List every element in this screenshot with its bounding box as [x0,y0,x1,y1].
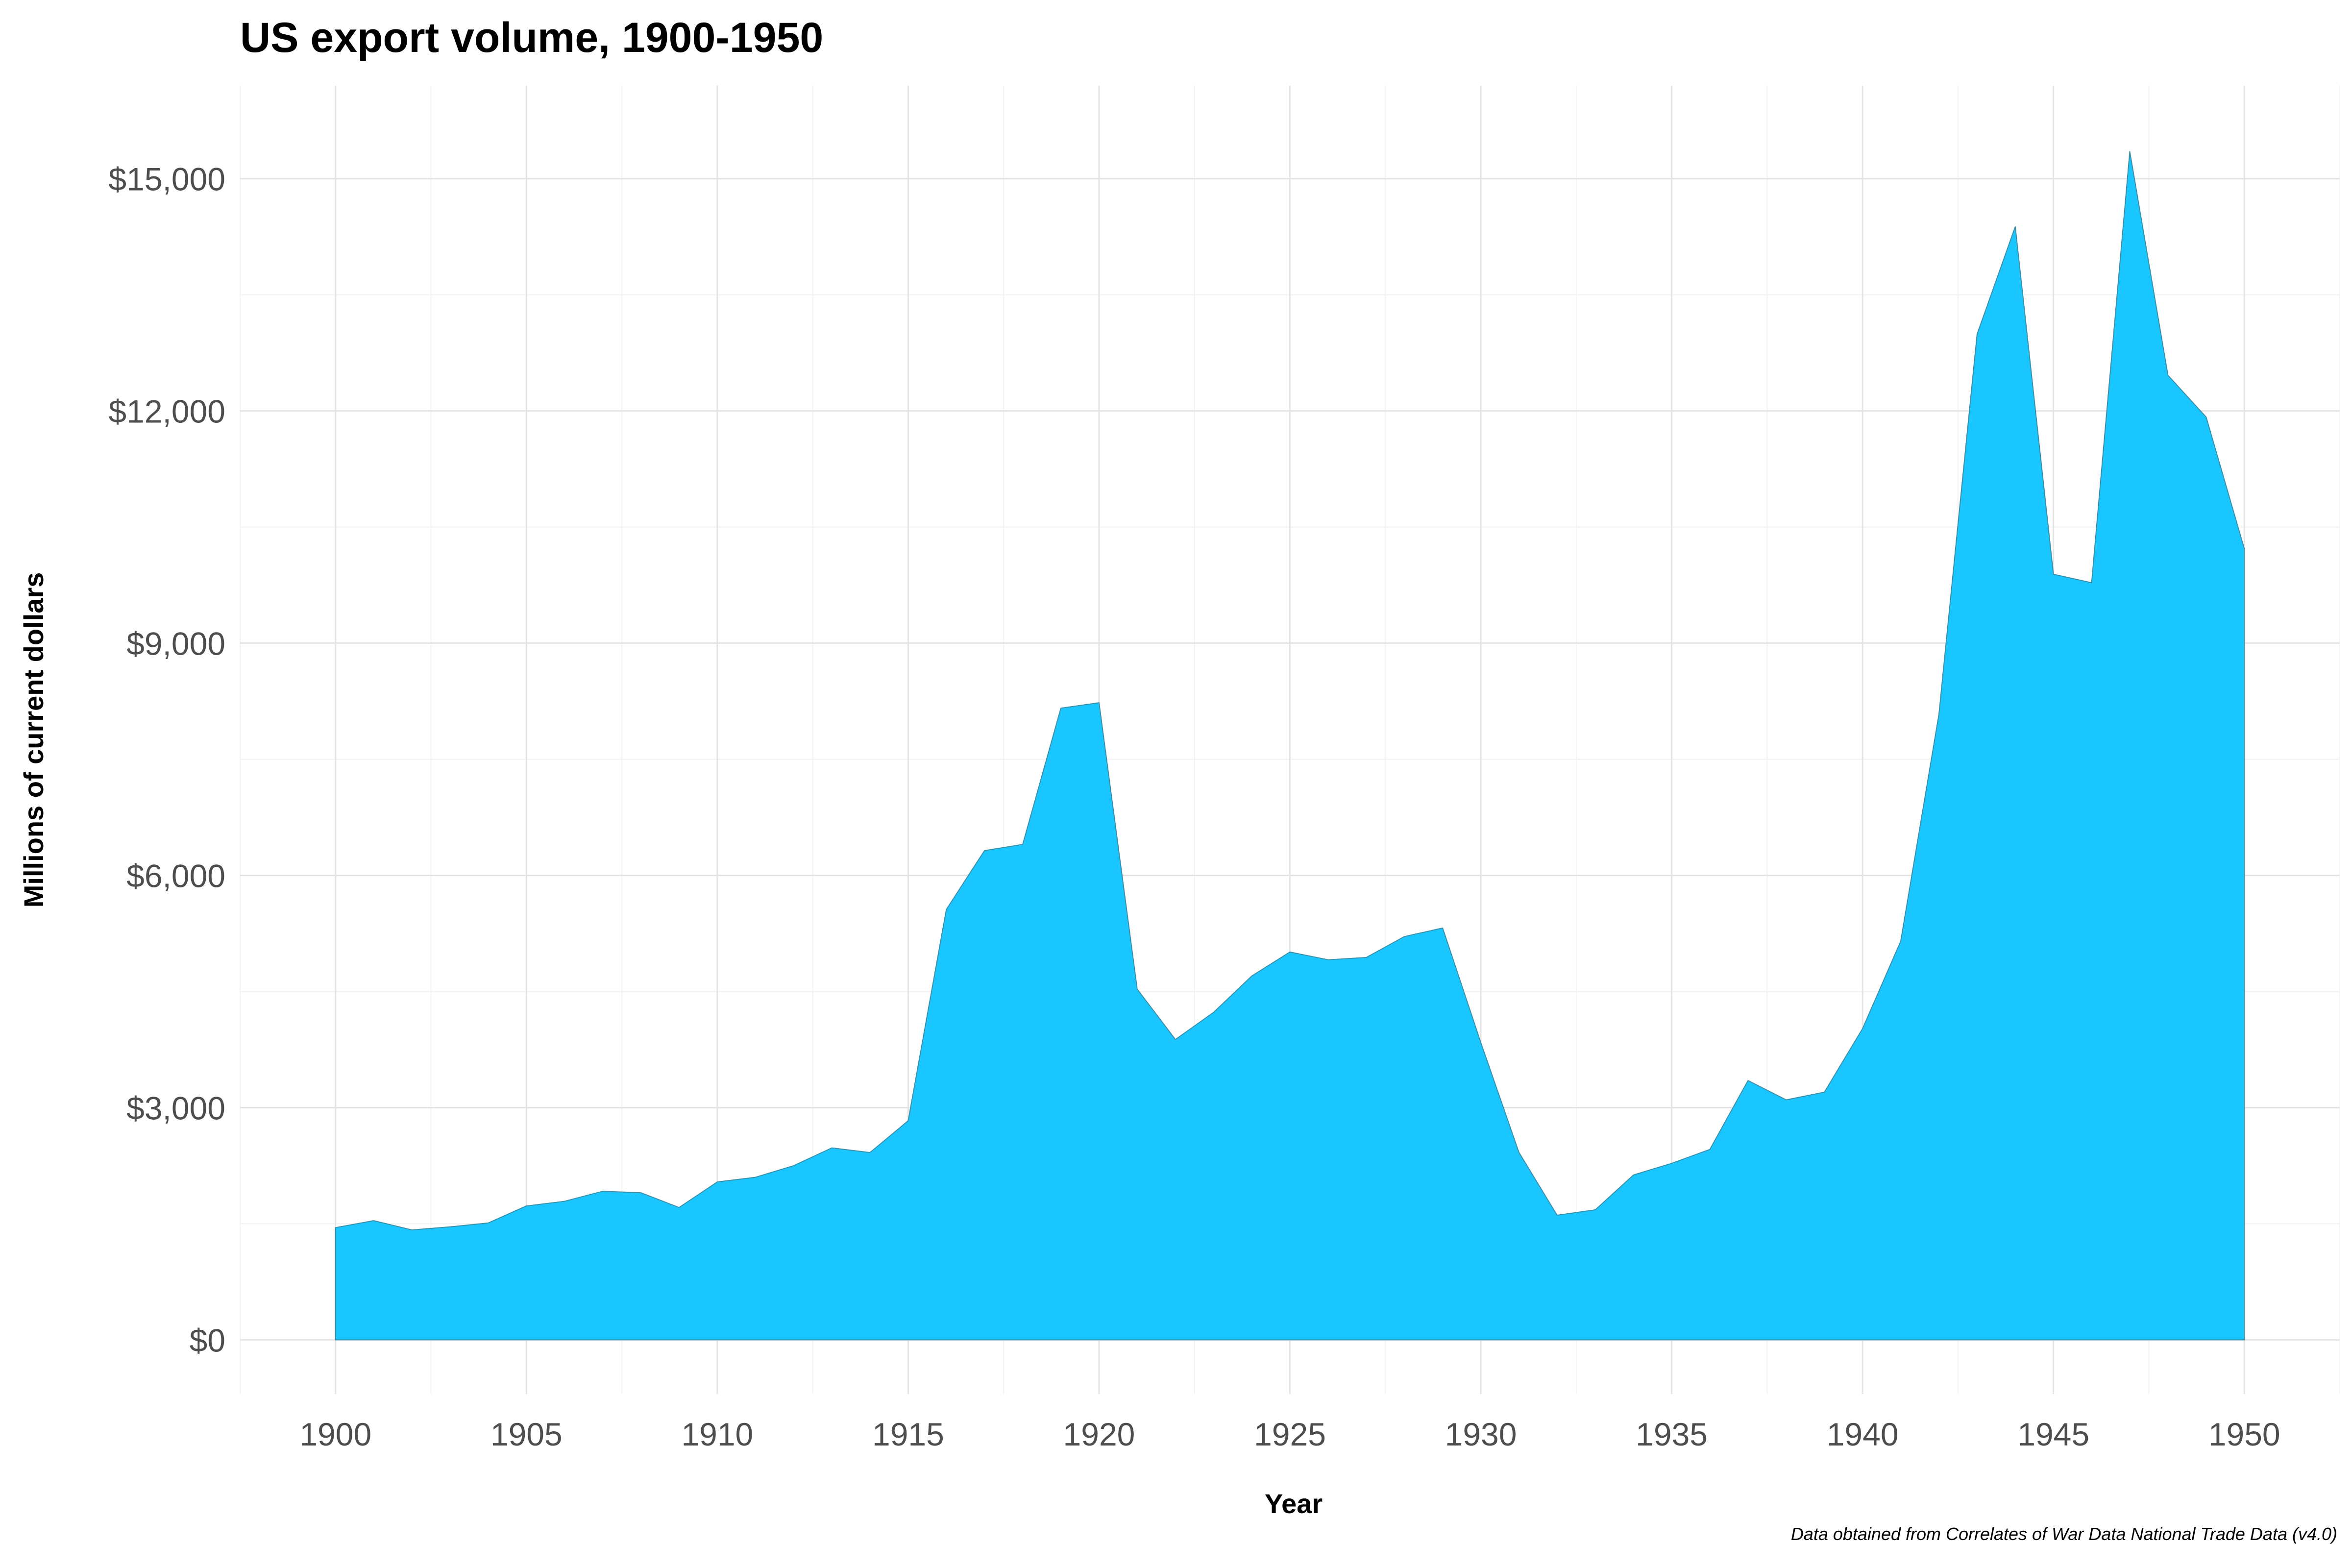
x-tick-label: 1945 [2017,1416,2089,1452]
x-axis-label: Year [1265,1488,1323,1519]
y-axis-ticks: $0 $3,000 $6,000 $9,000 $12,000 $15,000 [108,161,225,1359]
x-tick-label: 1935 [1636,1416,1708,1452]
chart-title: US export volume, 1900-1950 [240,14,824,61]
x-tick-label: 1900 [299,1416,371,1452]
y-tick-label: $15,000 [108,161,225,197]
y-tick-label: $6,000 [126,858,225,894]
y-tick-label: $0 [190,1322,225,1358]
x-tick-label: 1910 [681,1416,753,1452]
y-tick-label: $12,000 [108,393,225,430]
x-tick-label: 1925 [1254,1416,1326,1452]
y-axis-label: Millions of current dollars [18,572,49,908]
x-tick-label: 1940 [1827,1416,1899,1452]
x-tick-label: 1920 [1063,1416,1135,1452]
export-volume-area [335,151,2245,1341]
y-tick-label: $3,000 [126,1090,225,1126]
x-tick-label: 1950 [2208,1416,2280,1452]
source-caption: Data obtained from Correlates of War Dat… [1790,1524,2337,1544]
y-tick-label: $9,000 [126,626,225,662]
x-tick-label: 1930 [1445,1416,1517,1452]
x-tick-label: 1905 [490,1416,563,1452]
x-axis-ticks: 1900 1905 1910 1915 1920 1925 1930 1935 1940 1945… [299,1416,2280,1452]
x-tick-label: 1915 [872,1416,944,1452]
